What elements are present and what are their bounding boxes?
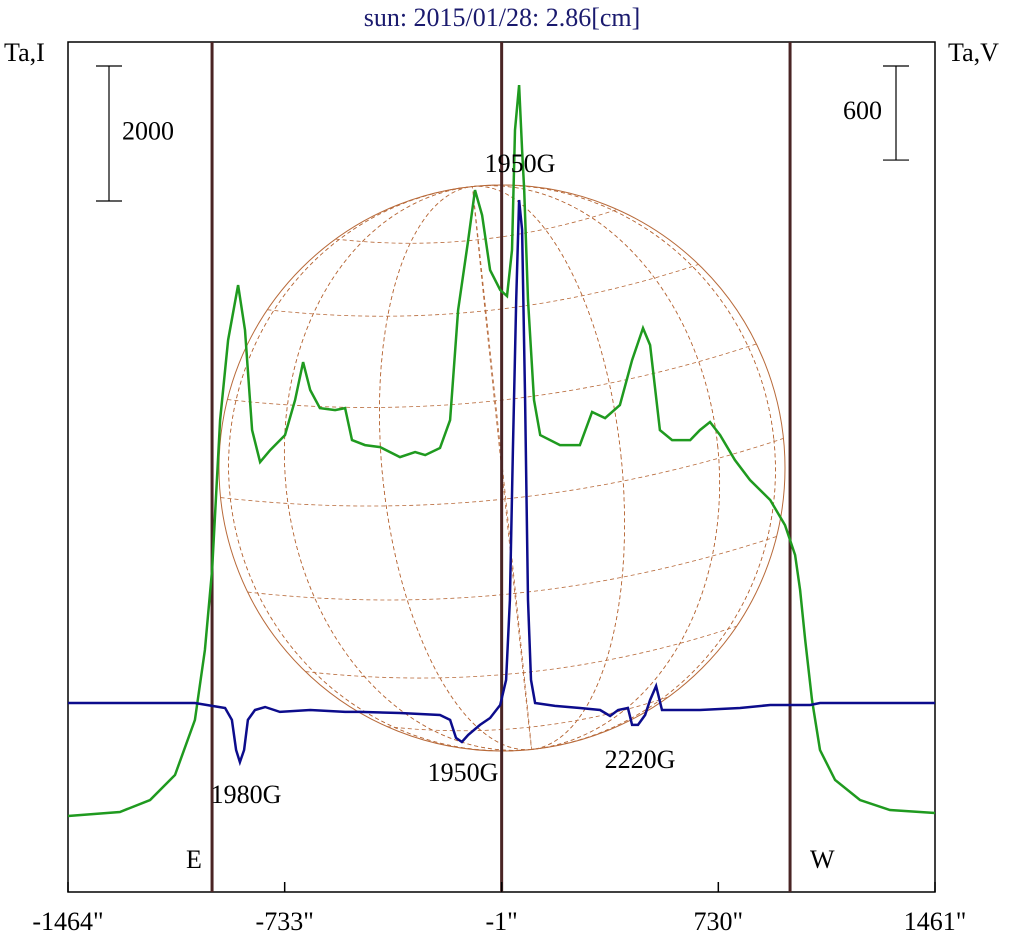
x-tick-label: -1464" (32, 907, 103, 936)
series-line (68, 199, 935, 767)
parallel (305, 625, 737, 679)
limb-label: W (810, 845, 835, 874)
parallel (220, 438, 784, 507)
scale-bar-label: 600 (843, 96, 882, 125)
annotation: 1950G (485, 149, 556, 178)
x-tick-label: 1461" (904, 907, 967, 936)
limb-label: E (186, 845, 202, 874)
parallel (247, 536, 777, 601)
y2-axis-label: Ta,V (948, 38, 999, 67)
x-tick-label: -733" (256, 907, 314, 936)
annotation: 2220G (605, 745, 676, 774)
parallel (335, 209, 618, 244)
parallel (267, 264, 699, 317)
x-tick-label: -1" (486, 907, 518, 936)
parallel (227, 343, 757, 408)
x-tick-label: 730" (694, 907, 744, 936)
scale-bar-label: 2000 (122, 116, 174, 145)
annotation: 1950G (428, 758, 499, 787)
y-axis-label: Ta,I (4, 38, 45, 67)
chart-title: sun: 2015/01/28: 2.86[cm] (364, 3, 641, 32)
annotation: 1980G (211, 780, 282, 809)
parallel (386, 696, 669, 732)
meridian (228, 184, 776, 752)
series-line (67, 84, 936, 818)
